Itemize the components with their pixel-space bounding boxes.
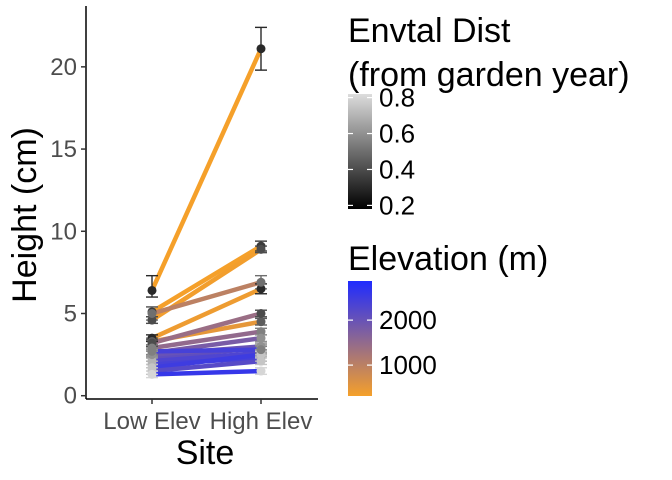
legend-envt-title-line-2: (from garden year): [348, 56, 630, 94]
y-axis-title: Height (cm): [6, 127, 44, 303]
legend-envt-ticks: 0.8 0.6 0.4 0.2: [348, 83, 415, 220]
data-point: [256, 244, 266, 254]
legend-envtal-dist: Envtal Dist (from garden year) 0.8 0.6 0.4…: [348, 12, 630, 220]
legend-envt-title-line-1: Envtal Dist: [348, 12, 511, 50]
legend-envt-label: 0.6: [379, 119, 415, 149]
x-tick-label: High Elev: [210, 408, 313, 435]
data-point: [256, 44, 266, 54]
legend-elev-label: 1000: [379, 350, 437, 380]
x-axis-title: Site: [176, 434, 235, 472]
series-lines: [149, 46, 264, 377]
legend-elevation: Elevation (m) 2000 1000: [348, 240, 548, 396]
data-point: [147, 308, 157, 318]
legend-envt-label: 0.4: [379, 154, 415, 184]
data-point: [256, 277, 266, 287]
x-tick-label: Low Elev: [103, 408, 200, 435]
data-point: [256, 366, 266, 376]
plot-panel: 0 5 10 15 20 Low Elev High Elev: [50, 6, 318, 435]
series-line: [149, 311, 264, 346]
data-point: [256, 284, 266, 294]
y-tick-label: 20: [50, 54, 77, 81]
series-points: [147, 44, 266, 379]
data-point: [256, 327, 266, 337]
series-line: [149, 352, 264, 371]
series-line: [149, 280, 264, 316]
data-point: [147, 369, 157, 379]
data-point: [256, 308, 266, 318]
series-line: [149, 350, 264, 364]
series-line: [149, 358, 264, 374]
series-line: [149, 286, 264, 341]
legend-elev-colorbar: [348, 281, 372, 396]
series-line: [149, 329, 264, 351]
y-tick-label: 5: [64, 300, 77, 327]
y-tick-label: 10: [50, 218, 77, 245]
legend-envt-label: 0.8: [379, 83, 415, 113]
y-tick-label: 15: [50, 136, 77, 163]
data-point: [147, 346, 157, 356]
x-axis-ticks: Low Elev High Elev: [103, 399, 312, 435]
series-line: [149, 243, 264, 315]
data-point: [147, 315, 157, 325]
legend-elev-label: 2000: [379, 305, 437, 335]
series-line: [149, 347, 264, 354]
data-point: [256, 317, 266, 327]
legend-envt-label: 0.2: [379, 190, 415, 220]
legend-elev-title: Elevation (m): [348, 240, 548, 278]
data-point: [256, 345, 266, 355]
legend-envt-colorbar: [348, 94, 372, 209]
legend-elev-ticks: 2000 1000: [348, 305, 437, 380]
data-point: [256, 333, 266, 343]
y-tick-label: 0: [64, 383, 77, 410]
y-axis-ticks: 0 5 10 15 20: [50, 54, 86, 410]
series-layer: [146, 26, 267, 379]
series-line: [149, 368, 264, 377]
data-point: [256, 356, 266, 366]
data-point: [147, 285, 157, 295]
series-line: [149, 46, 264, 293]
